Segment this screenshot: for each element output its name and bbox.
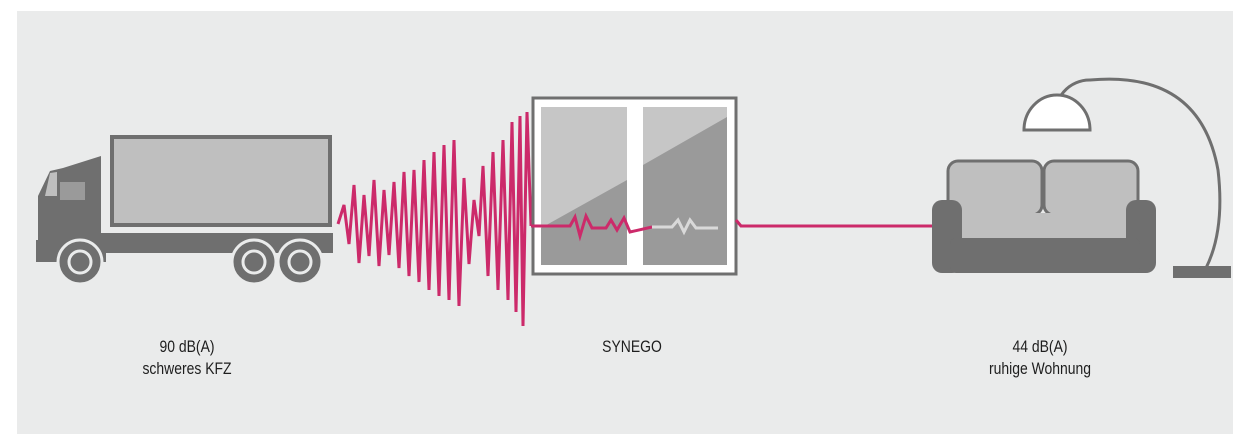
sound-wave-faint — [652, 217, 718, 236]
room-noise-level: 44 dB(A) — [1012, 337, 1068, 356]
room-label: 44 dB(A) ruhige Wohnung — [970, 336, 1109, 380]
truck-noise-level: 90 dB(A) — [159, 337, 215, 356]
truck-caption: schweres KFZ — [142, 359, 232, 378]
truck-icon — [36, 135, 333, 286]
window-icon — [531, 96, 738, 276]
sound-wave-loud — [336, 111, 533, 327]
room-caption: ruhige Wohnung — [988, 359, 1092, 378]
window-product-name: SYNEGO — [602, 337, 662, 356]
window-label: SYNEGO — [575, 336, 690, 358]
sofa-icon — [932, 159, 1156, 273]
sound-wave-damped — [531, 211, 653, 242]
floor-lamp-icon — [1022, 77, 1231, 278]
truck-label: 90 dB(A) schweres KFZ — [126, 336, 249, 380]
sound-wave-quiet — [734, 219, 932, 228]
